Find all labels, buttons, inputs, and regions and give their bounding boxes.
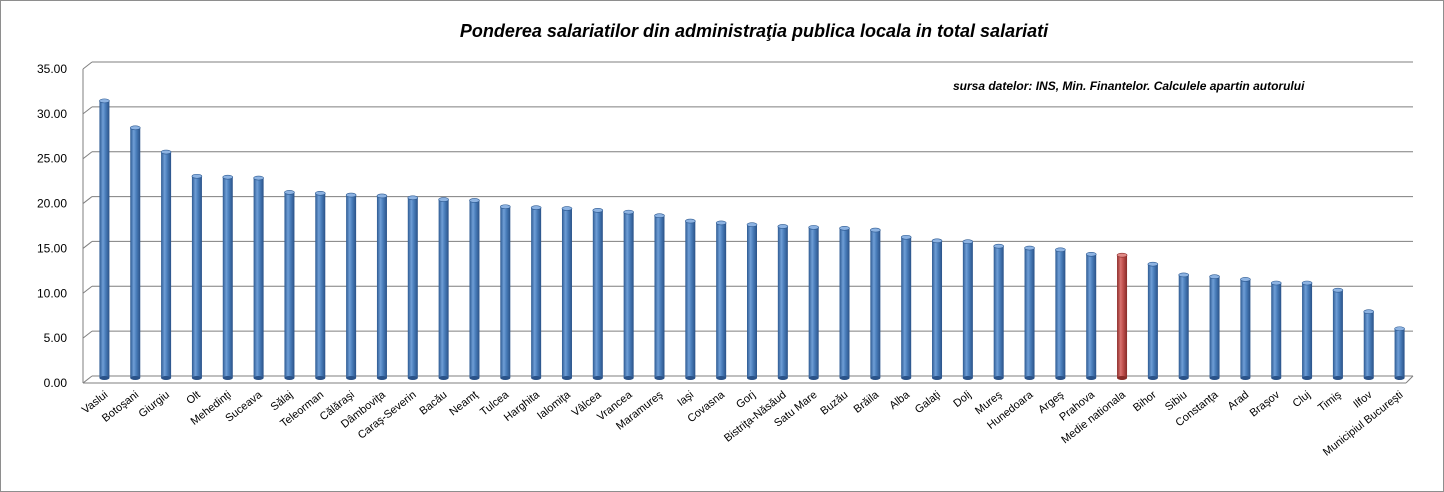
gridline-depth [82, 61, 93, 70]
chart-title: Ponderea salariatilor din administraţia … [459, 21, 1049, 41]
y-tick-label: 10.00 [37, 286, 67, 300]
axes [82, 69, 1414, 384]
bar [129, 125, 141, 380]
bar [191, 173, 203, 380]
x-tick-label: Ialomiţa [535, 388, 573, 422]
bar [592, 208, 604, 380]
x-tick-label: Harghita [502, 388, 543, 424]
x-tick-label: Buzău [818, 389, 850, 418]
bar [1363, 309, 1375, 380]
x-tick-label: Giurgiu [137, 389, 172, 420]
y-tick-labels: 0.00 5.00 10.00 15.00 20.00 25.00 30.00 35.00 [37, 62, 67, 390]
bar [561, 206, 573, 380]
bar [900, 234, 912, 380]
bar [1024, 245, 1035, 380]
bar [870, 227, 881, 380]
x-tick-label: Cluj [1291, 389, 1313, 410]
x-tick-label: Iaşi [675, 389, 696, 409]
bar [1270, 280, 1282, 380]
bar [993, 243, 1004, 380]
bar [931, 238, 943, 380]
bar [962, 239, 974, 380]
bar [1116, 252, 1128, 380]
gridline-depth [82, 241, 93, 249]
bar [99, 98, 110, 380]
y-tick-label: 15.00 [37, 241, 67, 255]
bar [839, 225, 850, 380]
y-tick-label: 5.00 [44, 331, 68, 345]
bar [222, 174, 234, 380]
y-tick-label: 25.00 [37, 152, 67, 166]
x-tick-label: Braşov [1248, 389, 1283, 420]
gridline-depth [82, 330, 93, 339]
x-tick-label: Dolj [951, 389, 973, 410]
data-source-note: sursa datelor: INS, Min. Finantelor. Cal… [953, 79, 1305, 93]
bar [345, 192, 357, 380]
x-tick-label: Timiş [1316, 389, 1344, 415]
bar [777, 224, 789, 380]
bar [1332, 287, 1344, 380]
x-tick-label: Ilfov [1351, 389, 1375, 411]
bar [654, 213, 665, 380]
bar [376, 193, 388, 380]
bar [407, 195, 419, 380]
bar [253, 175, 264, 380]
y-tick-label: 30.00 [37, 107, 67, 121]
y-tick-label: 20.00 [37, 197, 67, 211]
x-tick-label: Brăila [852, 388, 882, 415]
bar [1178, 272, 1190, 380]
bar [715, 220, 727, 380]
bar [1147, 261, 1159, 380]
bar [1301, 280, 1313, 380]
bar [808, 225, 819, 380]
bar [314, 190, 326, 380]
bar [623, 209, 634, 380]
bar [160, 149, 172, 380]
bar [746, 222, 758, 380]
bar [469, 198, 480, 380]
bar [685, 218, 696, 380]
bar [284, 190, 295, 380]
bar [1240, 277, 1251, 380]
x-tick-label: Olt [184, 389, 202, 407]
x-axis-depth [1405, 375, 1414, 384]
bar [1209, 274, 1220, 380]
gridline-depth [82, 375, 93, 384]
bar [1085, 251, 1097, 380]
x-tick-label: Neamţ [447, 388, 481, 418]
gridline-depth [82, 196, 93, 204]
gridline-depth [82, 151, 93, 160]
y-tick-label: 0.00 [44, 376, 68, 390]
bar [530, 205, 542, 380]
x-tick-label: Gorj [734, 389, 758, 411]
bar [500, 204, 511, 380]
y-tick-label: 35.00 [37, 62, 67, 76]
gridline-depth [82, 285, 93, 294]
bars [99, 98, 1405, 380]
x-tick-label: Bacău [417, 389, 449, 418]
x-tick-label: Alba [887, 388, 912, 412]
x-tick-label: Bihor [1131, 389, 1159, 414]
x-tick-label: Galaţi [913, 389, 943, 416]
bar [1055, 247, 1066, 380]
bar [1394, 326, 1405, 380]
bar [438, 197, 449, 380]
gridline-depth [82, 106, 93, 115]
